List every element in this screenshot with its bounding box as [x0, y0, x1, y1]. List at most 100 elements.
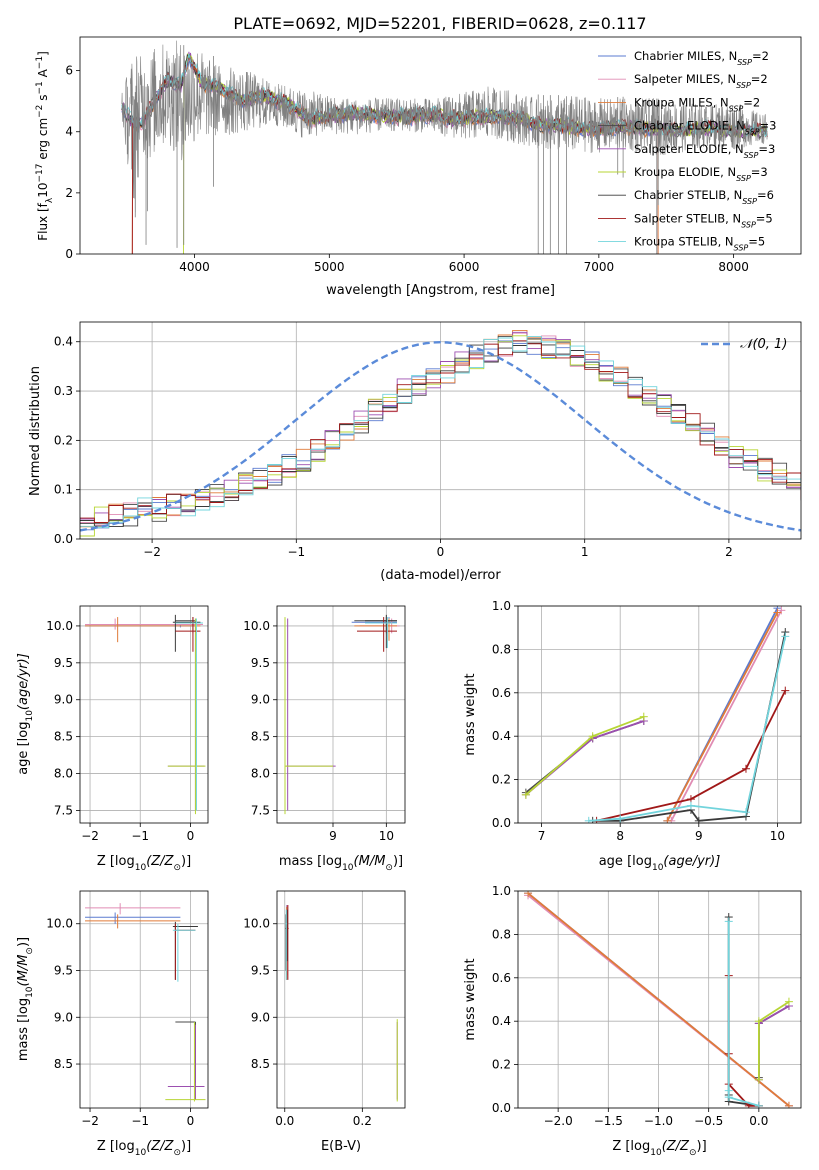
errorbar-point — [172, 614, 201, 652]
errorbar-point — [165, 1021, 206, 1102]
y-axis-label: mass weight — [463, 958, 478, 1040]
data-spectrum — [121, 40, 768, 213]
histogram-step — [80, 329, 801, 528]
mass_vs_EBV-ticks: 0.0 0.2 8.5 9.0 9.5 10.0 — [243, 891, 405, 1128]
label-part: SSP — [742, 197, 757, 206]
x-tick-label: 2 — [725, 545, 733, 559]
x-tick-label: 0.0 — [749, 1114, 768, 1128]
series-marker — [584, 816, 593, 823]
series-marker — [754, 1101, 763, 1108]
x-axis-label: Z [log10(Z/Z⊙)] — [97, 854, 191, 873]
series-marker — [784, 1101, 793, 1108]
label-part: Kroupa MILES, N — [634, 95, 729, 109]
y-tick-label: 4 — [65, 125, 73, 139]
y-tick-label: 9.5 — [54, 656, 73, 670]
label-part: (M/M — [16, 955, 31, 987]
label-part: =6 — [757, 188, 774, 202]
label-part: ⊙ — [173, 1148, 181, 1158]
label-part: Salpeter ELODIE, N — [634, 142, 744, 156]
y-tick-label: 6 — [65, 64, 73, 78]
axes-frame — [517, 890, 802, 1109]
label-part: =5 — [748, 235, 765, 249]
x-axis-label: mass [log10(M/M⊙)] — [279, 854, 403, 873]
label-part: 10 — [652, 863, 664, 873]
y-tick-label: 0.8 — [492, 927, 511, 941]
label-part: A — [36, 68, 50, 81]
x-axis-label: Z [log10(Z/Z⊙)] — [612, 1139, 706, 1158]
x-tick-label: −2 — [143, 545, 161, 559]
series-line — [525, 720, 645, 794]
errorbar-point — [396, 1019, 399, 1102]
series-marker — [663, 816, 672, 823]
x-tick-label: −1 — [131, 829, 149, 843]
axes-age_vs_Z: −2 −1 07.58.08.59.09.510.0Z [log10(Z/Z⊙)]a… — [16, 605, 209, 873]
label-part: erg cm — [36, 118, 50, 164]
y-tick-label: 9.5 — [251, 964, 270, 978]
histogram-step — [80, 331, 801, 520]
label-part: 10 — [25, 986, 35, 998]
series-marker — [754, 1075, 763, 1084]
y-tick-label: 0.2 — [492, 1058, 511, 1072]
x-tick-label: 7000 — [584, 260, 615, 274]
axes-frame — [79, 605, 209, 824]
series-marker — [781, 632, 790, 641]
y-tick-label: 1.0 — [492, 599, 511, 613]
x-tick-label: 0.0 — [275, 1114, 294, 1128]
axes-frame — [276, 890, 406, 1109]
series-line — [727, 975, 759, 1107]
series-line — [525, 720, 645, 796]
y-tick-label: 8.0 — [54, 767, 73, 781]
errorbar-point — [167, 618, 206, 815]
series-marker — [724, 917, 733, 926]
label-part: ⊙ — [385, 863, 393, 873]
x-axis-label: (data-model)/error — [380, 568, 501, 583]
series-line — [592, 631, 787, 822]
y-tick-label: 0.1 — [54, 483, 73, 497]
label-part: =2 — [752, 49, 769, 63]
figure-title: PLATE=0692, MJD=52201, FIBERID=0628, z=0… — [233, 14, 646, 33]
x-tick-label: −2 — [81, 1114, 99, 1128]
y-axis-label: age [log10(age/yr)] — [16, 653, 35, 775]
label-part: =2 — [743, 95, 760, 109]
x-tick-label: 8000 — [718, 260, 749, 274]
legend-label: Salpeter ELODIE, NSSP=3 — [634, 142, 775, 160]
label-part: =3 — [751, 165, 768, 179]
legend-label: Kroupa STELIB, NSSP=5 — [634, 235, 765, 253]
x-tick-label: −1.5 — [594, 1114, 623, 1128]
x-tick-label: 10 — [770, 829, 785, 843]
series-line — [758, 1005, 790, 1078]
weight_vs_age-plot-area — [521, 606, 790, 823]
y-tick-label: 0.2 — [492, 773, 511, 787]
legend-label: Chabrier ELODIE, NSSP=3 — [634, 119, 776, 137]
errorbar-point — [167, 618, 205, 811]
age_vs_mass-plot-area — [284, 614, 400, 815]
label-part: SSP — [741, 220, 756, 229]
label-part: Salpeter STELIB, N — [634, 211, 741, 225]
x-tick-label: 1 — [581, 545, 589, 559]
errorbar-point — [354, 618, 397, 641]
label-part: Chabrier MILES, N — [634, 49, 737, 63]
mass_vs_Z-ticks: −2 −1 0 8.5 9.0 9.5 10.0 — [46, 891, 208, 1128]
label-part: ⊙ — [173, 863, 181, 873]
errorbar-point — [287, 905, 289, 980]
series-marker — [588, 732, 597, 741]
y-tick-label: 8.5 — [54, 1057, 73, 1071]
x-axis-label: wavelength [Angstrom, rest frame] — [326, 283, 555, 298]
y-tick-label: 0.3 — [54, 384, 73, 398]
label-part: −2 — [35, 105, 45, 118]
label-part: 10 — [342, 863, 354, 873]
age_vs_Z-ticks: −2 −1 0 7.5 8.0 8.5 9.0 9.5 10.0 — [46, 606, 208, 843]
label-part: )] — [697, 1139, 707, 1154]
label-part: SSP — [745, 127, 760, 136]
y-tick-label: 0.6 — [492, 971, 511, 985]
axes-frame — [79, 321, 802, 540]
axes-frame — [79, 36, 802, 255]
series-line — [758, 1000, 790, 1080]
x-axis-label: E(B-V) — [321, 1139, 361, 1154]
y-tick-label: 7.5 — [251, 803, 270, 817]
y-tick-label: 8.5 — [54, 730, 73, 744]
y-tick-label: 10.0 — [243, 619, 270, 633]
axes-spectrum: 4000 5000 6000 7000 8000 0 2 4 6 wavelength [Angs… — [35, 36, 802, 298]
label-part: Z [log — [612, 1139, 650, 1154]
errorbar-point — [167, 1024, 205, 1100]
